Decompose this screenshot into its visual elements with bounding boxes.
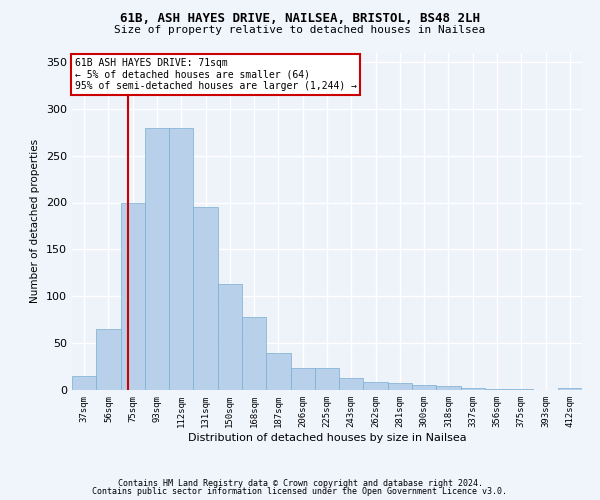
Bar — [72, 376, 96, 390]
Bar — [145, 128, 169, 390]
Text: Contains HM Land Registry data © Crown copyright and database right 2024.: Contains HM Land Registry data © Crown c… — [118, 478, 482, 488]
Bar — [315, 368, 339, 390]
Bar — [412, 386, 436, 390]
Bar — [436, 386, 461, 390]
Text: 61B ASH HAYES DRIVE: 71sqm
← 5% of detached houses are smaller (64)
95% of semi-: 61B ASH HAYES DRIVE: 71sqm ← 5% of detac… — [74, 58, 356, 91]
Text: Size of property relative to detached houses in Nailsea: Size of property relative to detached ho… — [115, 25, 485, 35]
Bar — [290, 368, 315, 390]
Bar — [509, 389, 533, 390]
Bar — [218, 284, 242, 390]
Bar — [339, 378, 364, 390]
Y-axis label: Number of detached properties: Number of detached properties — [31, 139, 40, 304]
Bar — [364, 382, 388, 390]
Bar — [169, 128, 193, 390]
Bar — [558, 388, 582, 390]
Bar — [485, 389, 509, 390]
Bar — [388, 382, 412, 390]
X-axis label: Distribution of detached houses by size in Nailsea: Distribution of detached houses by size … — [188, 432, 466, 442]
Text: Contains public sector information licensed under the Open Government Licence v3: Contains public sector information licen… — [92, 487, 508, 496]
Bar — [121, 202, 145, 390]
Bar — [461, 388, 485, 390]
Bar — [242, 317, 266, 390]
Bar — [96, 329, 121, 390]
Text: 61B, ASH HAYES DRIVE, NAILSEA, BRISTOL, BS48 2LH: 61B, ASH HAYES DRIVE, NAILSEA, BRISTOL, … — [120, 12, 480, 26]
Bar — [266, 352, 290, 390]
Bar — [193, 207, 218, 390]
